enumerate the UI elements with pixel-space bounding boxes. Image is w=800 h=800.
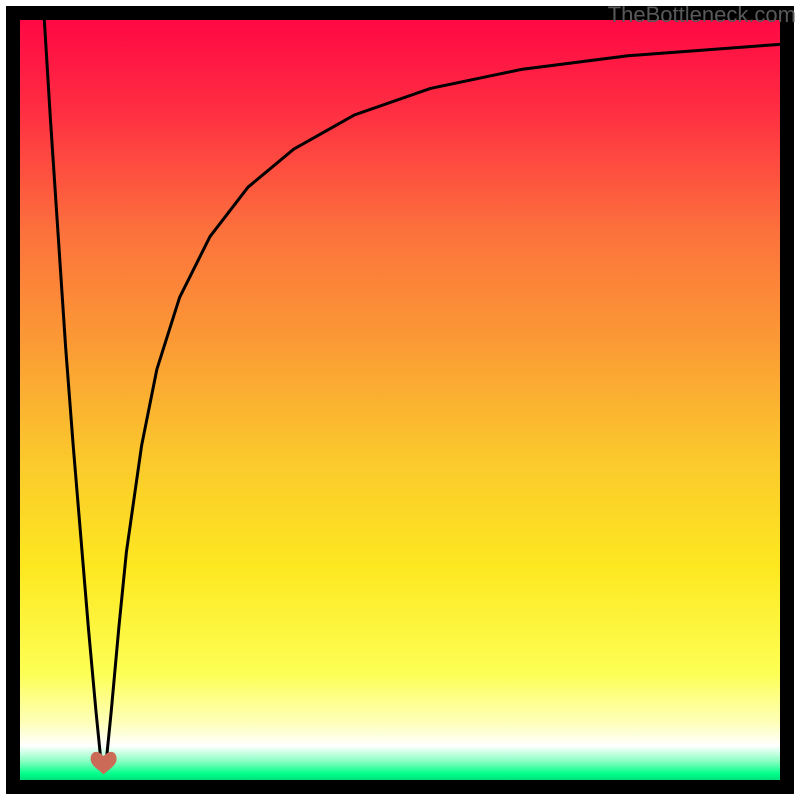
bottleneck-chart xyxy=(0,0,800,800)
watermark-text: TheBottleneck.com xyxy=(608,0,800,28)
gradient-background xyxy=(20,20,780,780)
chart-container: TheBottleneck.com xyxy=(0,0,800,800)
